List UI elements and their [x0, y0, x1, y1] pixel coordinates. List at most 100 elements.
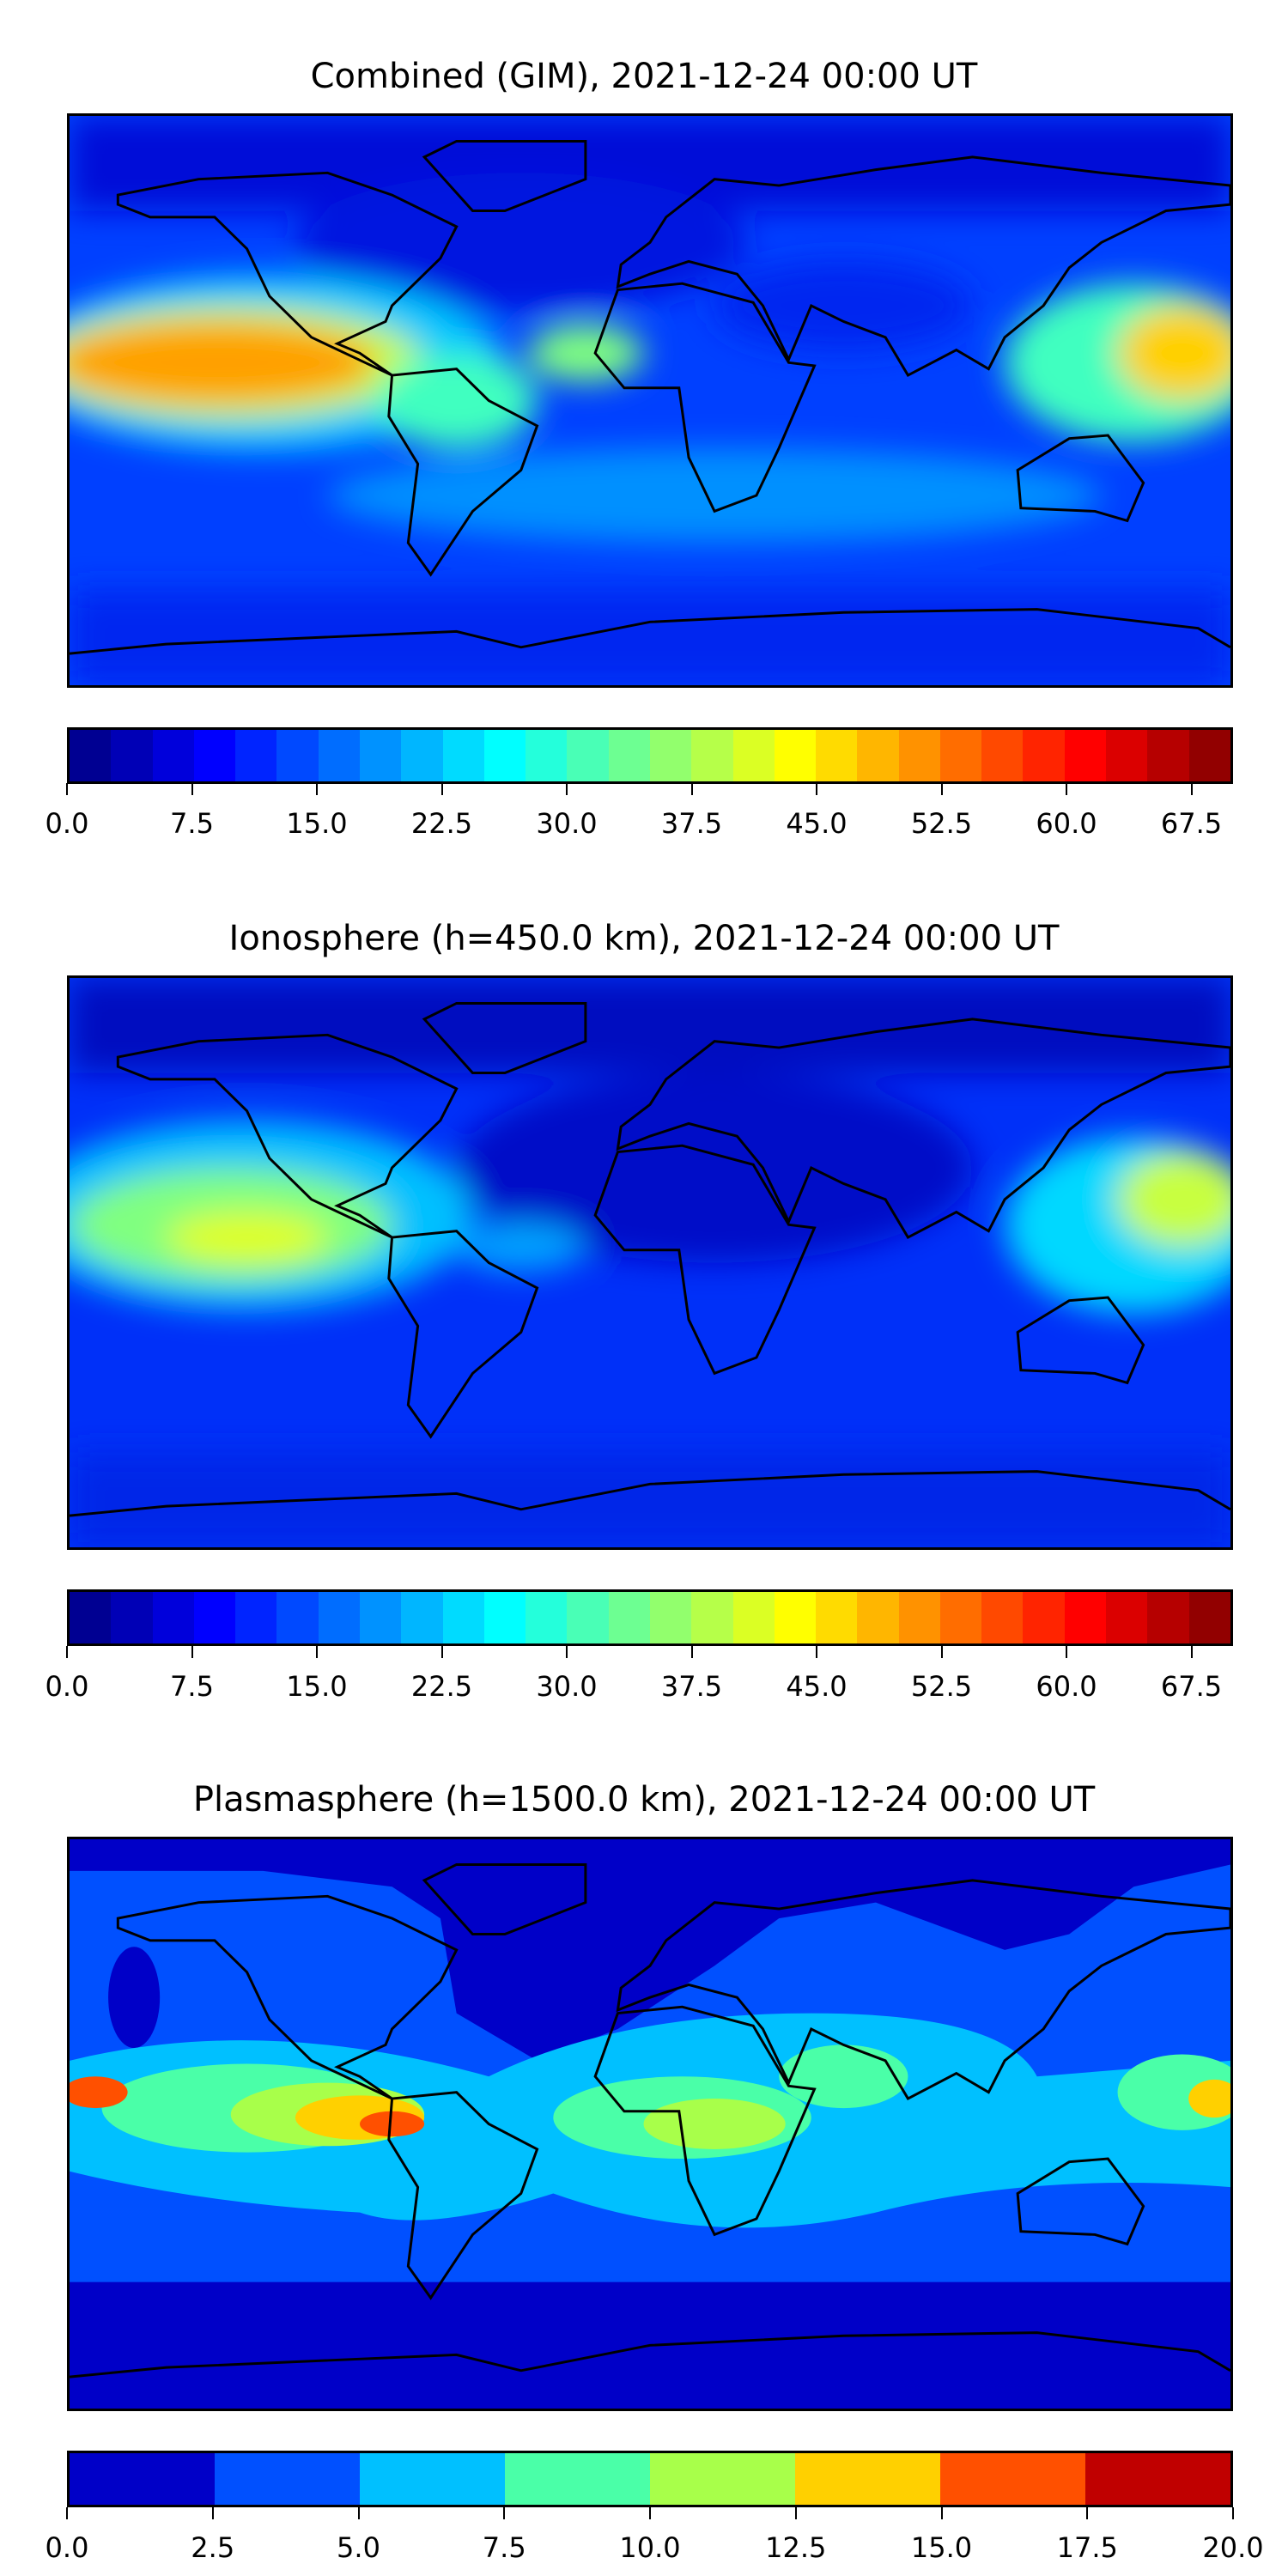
colorbar-tick-label: 37.5 — [660, 1670, 723, 1703]
panel-title-ionosphere: Ionosphere (h=450.0 km), 2021-12-24 00:0… — [228, 919, 1060, 958]
colorbar-tick-label: 52.5 — [910, 807, 973, 840]
colorbar-bin — [732, 1592, 775, 1643]
heatmap-region — [375, 353, 538, 448]
colorbar-tick-label: 67.5 — [1160, 1670, 1223, 1703]
colorbar-bin — [1023, 730, 1065, 781]
colorbar-bin — [215, 2453, 360, 2505]
heatmap-region — [643, 2099, 786, 2149]
colorbar-tick-label: 45.0 — [786, 807, 848, 840]
colorbar-tick-label: 22.5 — [410, 807, 473, 840]
colorbar-tick-label: 10.0 — [619, 2531, 681, 2564]
colorbar-bin — [857, 730, 899, 781]
colorbar-bin — [981, 730, 1024, 781]
colorbar-bin — [526, 730, 568, 781]
colorbar-tick — [940, 783, 943, 795]
colorbar-bin — [318, 730, 360, 781]
colorbar-tick-label: 30.0 — [536, 1670, 598, 1703]
colorbar-tick-label: 0.0 — [45, 2531, 89, 2564]
colorbar-tick-label: 7.5 — [482, 2531, 526, 2564]
heatmap-region — [70, 2076, 128, 2109]
colorbar-tick-label: 5.0 — [337, 2531, 380, 2564]
heatmap-combined — [70, 116, 1230, 685]
colorbar-tick — [316, 783, 318, 795]
colorbar-tick — [1190, 783, 1193, 795]
colorbar-tick-label: 7.5 — [170, 807, 214, 840]
panel-title-plasmasphere: Plasmasphere (h=1500.0 km), 2021-12-24 0… — [192, 1780, 1096, 1820]
colorbar-bin — [70, 1592, 112, 1643]
colorbar-bin — [608, 1592, 650, 1643]
colorbar-tick — [440, 783, 443, 795]
colorbar-tick — [794, 2507, 797, 2519]
colorbar-tick — [357, 2507, 360, 2519]
colorbar-bin — [1106, 730, 1148, 781]
heatmap-region — [295, 173, 747, 313]
colorbar-tick — [316, 1646, 318, 1658]
heatmap-region — [714, 261, 973, 350]
colorbar-bin — [360, 2453, 505, 2505]
colorbar-tick-label: 0.0 — [45, 807, 89, 840]
colorbar-tick — [649, 2507, 651, 2519]
colorbar-bin — [1085, 2453, 1230, 2505]
heatmap-region — [108, 1947, 161, 2049]
colorbar-bin — [442, 730, 484, 781]
colorbar-bin — [401, 1592, 443, 1643]
colorbar-tick — [66, 783, 68, 795]
colorbar-tick-label: 30.0 — [536, 807, 598, 840]
heatmap-region — [70, 321, 376, 404]
colorbar-bin — [401, 730, 443, 781]
colorbar-bin — [795, 2453, 940, 2505]
colorbar-bin — [567, 730, 609, 781]
colorbar-bin — [111, 730, 153, 781]
colorbar-tick — [690, 1646, 693, 1658]
colorbar-bin — [359, 730, 402, 781]
colorbar-bin — [857, 1592, 899, 1643]
colorbar-tick — [940, 2507, 943, 2519]
colorbar-ionosphere — [67, 1589, 1233, 1646]
colorbar-tick-label: 52.5 — [910, 1670, 973, 1703]
colorbar-tick-label: 15.0 — [286, 1670, 348, 1703]
colorbar-tick-label: 37.5 — [660, 807, 723, 840]
colorbar-tick-label: 15.0 — [286, 807, 348, 840]
colorbar-plasmasphere — [67, 2451, 1233, 2507]
colorbar-bin — [1188, 1592, 1230, 1643]
colorbar-bin — [526, 1592, 568, 1643]
colorbar-bin — [483, 1592, 526, 1643]
coastlines — [70, 1862, 1230, 2379]
colorbar-tick — [1066, 1646, 1067, 1658]
colorbar-bin — [276, 1592, 319, 1643]
colorbar-tick-label: 12.5 — [765, 2531, 827, 2564]
map-ionosphere — [67, 975, 1233, 1550]
heatmap-region — [70, 978, 1230, 1073]
colorbar-tick — [66, 1646, 68, 1658]
colorbar-bin — [939, 1592, 982, 1643]
map-plasmasphere — [67, 1837, 1233, 2411]
colorbar-bin — [1147, 730, 1189, 781]
colorbar-bin — [939, 730, 982, 781]
colorbar-bin — [650, 2453, 795, 2505]
colorbar-bin — [235, 730, 277, 781]
colorbar-bin — [649, 730, 692, 781]
colorbar-tick — [566, 783, 568, 795]
colorbar-ticks-combined: 0.0 7.5 15.0 22.5 30.0 37.5 45.0 52.5 60.0 67.5 — [46, 783, 1233, 843]
colorbar-bin — [816, 730, 858, 781]
coastlines — [70, 139, 1230, 655]
colorbar-bin — [483, 730, 526, 781]
heatmap-plasmasphere — [70, 1839, 1230, 2409]
colorbar-bin — [981, 1592, 1024, 1643]
heatmap-region — [327, 447, 1102, 544]
colorbar-bin — [1147, 1592, 1189, 1643]
heatmap-region — [527, 325, 644, 382]
colorbar-bin — [1106, 1592, 1148, 1643]
colorbar-bin — [649, 1592, 692, 1643]
colorbar-bin — [193, 730, 236, 781]
colorbar-bin — [691, 730, 733, 781]
colorbar-tick-label: 15.0 — [910, 2531, 973, 2564]
colorbar-bin — [1064, 730, 1107, 781]
colorbar-bin — [732, 730, 775, 781]
colorbar-bin — [567, 1592, 609, 1643]
colorbar-ticks-plasmasphere: 0.0 2.5 5.0 7.5 10.0 12.5 15.0 17.5 20.0 — [46, 2507, 1264, 2567]
colorbar-ticks-ionosphere: 0.0 7.5 15.0 22.5 30.0 37.5 45.0 52.5 60.0 67.5 — [46, 1646, 1233, 1706]
colorbar-tick — [440, 1646, 443, 1658]
colorbar-tick — [1086, 2507, 1089, 2519]
heatmap-region — [360, 2111, 425, 2137]
